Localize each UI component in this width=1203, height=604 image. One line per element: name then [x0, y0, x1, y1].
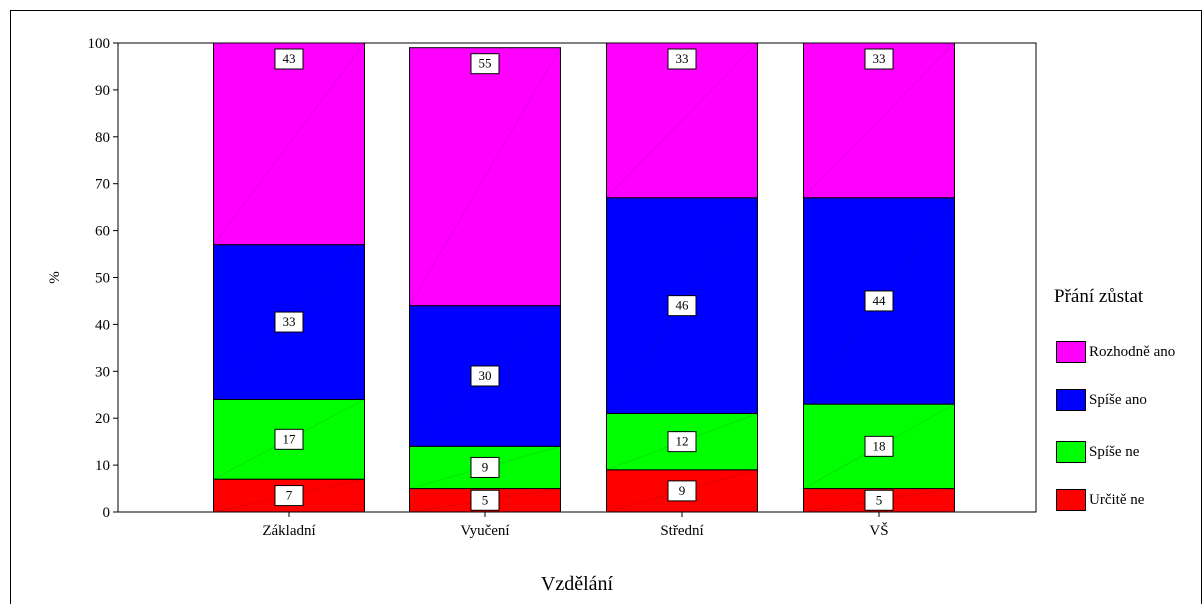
- y-tick-label: 80: [95, 130, 110, 146]
- data-label: 5: [482, 492, 489, 507]
- bar-segment-diagonal: [409, 47, 561, 306]
- legend-swatch: [1056, 341, 1086, 363]
- y-tick-label: 50: [95, 271, 110, 287]
- bar-segment-diagonal: [803, 42, 955, 199]
- y-tick-label: 10: [95, 458, 110, 474]
- y-tick-label: 30: [95, 364, 110, 380]
- data-label-box: [274, 48, 304, 70]
- legend-label: Rozhodně ano: [1089, 343, 1176, 360]
- data-label: 9: [679, 483, 686, 498]
- chart-frame: [10, 10, 1202, 604]
- data-label: 33: [283, 314, 296, 329]
- data-label: 17: [283, 431, 297, 446]
- x-tick-label: Vyučení: [460, 523, 509, 539]
- x-axis-label: Vzdělání: [541, 573, 614, 595]
- legend-label: Určitě ne: [1089, 491, 1145, 508]
- data-label-box: [864, 489, 894, 511]
- y-tick-label: 90: [95, 83, 110, 99]
- data-label: 33: [676, 51, 689, 66]
- y-tick-label: 100: [88, 36, 111, 52]
- data-label-box: [667, 431, 697, 453]
- data-label-box: [470, 456, 500, 478]
- y-tick-label: 70: [95, 177, 110, 193]
- data-label-box: [667, 480, 697, 502]
- y-tick-label: 40: [95, 317, 110, 333]
- data-label-box: [274, 428, 304, 450]
- data-label-box: [864, 435, 894, 457]
- data-label-box: [470, 53, 500, 75]
- y-tick-label: 20: [95, 411, 110, 427]
- data-label: 9: [482, 459, 489, 474]
- bar-segment: [409, 47, 561, 307]
- data-label: 30: [479, 368, 492, 383]
- legend-swatch: [1056, 441, 1086, 463]
- data-label: 55: [479, 56, 492, 71]
- legend-item-rozhodne-ano: Rozhodně ano: [1056, 341, 1175, 363]
- bar-segment-diagonal: [213, 42, 365, 245]
- legend-item-urcite-ne: Určitě ne: [1056, 489, 1144, 511]
- y-tick-label: 0: [103, 505, 111, 521]
- data-label-box: [274, 485, 304, 507]
- legend-title: Přání zůstat: [1054, 286, 1144, 307]
- x-tick-label: VŠ: [869, 522, 888, 539]
- x-tick-label: Střední: [660, 523, 703, 539]
- data-label: 18: [873, 438, 886, 453]
- bar-segment: [213, 42, 365, 246]
- legend-label: Spíše ne: [1089, 443, 1140, 460]
- data-label-box: [864, 48, 894, 70]
- data-label-box: [864, 290, 894, 312]
- data-label: 44: [873, 293, 887, 308]
- y-tick-label: 60: [95, 224, 110, 240]
- data-label: 5: [876, 492, 883, 507]
- data-label-box: [274, 311, 304, 333]
- legend-swatch: [1056, 489, 1086, 511]
- y-axis-label: %: [47, 271, 63, 284]
- legend-item-spise-ano: Spíše ano: [1056, 389, 1147, 411]
- data-label: 33: [873, 51, 886, 66]
- legend-label: Spíše ano: [1089, 391, 1147, 408]
- data-label: 12: [676, 434, 689, 449]
- x-tick-label: Základní: [262, 523, 315, 539]
- data-label: 7: [286, 488, 293, 503]
- legend-item-spise-ne: Spíše ne: [1056, 441, 1139, 463]
- legend-swatch: [1056, 389, 1086, 411]
- data-label-box: [667, 48, 697, 70]
- data-label-box: [470, 365, 500, 387]
- data-label-box: [470, 489, 500, 511]
- data-label: 43: [283, 51, 296, 66]
- data-label: 46: [676, 298, 690, 313]
- bar-segment-diagonal: [606, 42, 758, 199]
- data-label-box: [667, 295, 697, 317]
